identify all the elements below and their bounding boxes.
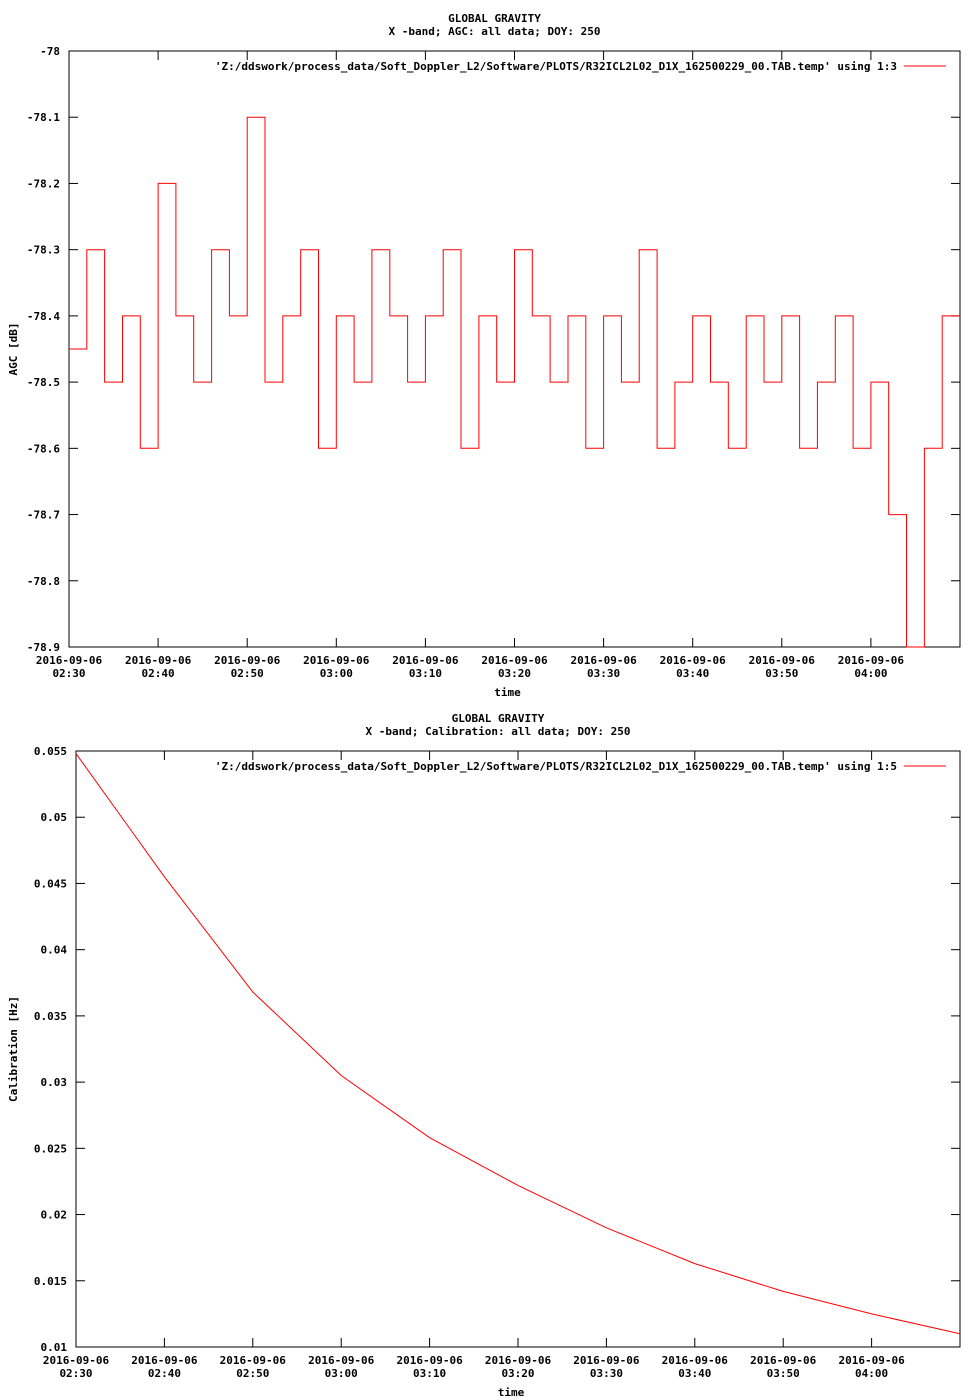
x-tick-label-date: 2016-09-06 bbox=[481, 654, 548, 667]
y-tick-label: -78.1 bbox=[27, 111, 60, 124]
chart-title: GLOBAL GRAVITY bbox=[452, 712, 545, 725]
x-tick-label-date: 2016-09-06 bbox=[662, 1354, 729, 1367]
x-tick-label-date: 2016-09-06 bbox=[392, 654, 459, 667]
y-tick-label: -78.3 bbox=[27, 244, 60, 257]
x-tick-label-time: 03:00 bbox=[320, 667, 353, 680]
y-tick-label: -78 bbox=[40, 45, 60, 58]
series-line bbox=[69, 116, 960, 648]
x-tick-label-date: 2016-09-06 bbox=[660, 654, 727, 667]
legend-label: 'Z:/ddswork/process_data/Soft_Doppler_L2… bbox=[215, 60, 897, 73]
series-line bbox=[75, 753, 961, 1335]
x-tick-label-time: 02:50 bbox=[231, 667, 264, 680]
x-tick-label-date: 2016-09-06 bbox=[303, 654, 370, 667]
x-tick-label-date: 2016-09-06 bbox=[214, 654, 281, 667]
x-tick-label-time: 04:00 bbox=[854, 667, 887, 680]
x-axis-label: time bbox=[498, 1386, 525, 1399]
x-tick-label-time: 03:30 bbox=[590, 1367, 623, 1380]
chart-subtitle: X -band; AGC: all data; DOY: 250 bbox=[389, 25, 601, 38]
x-tick-label-date: 2016-09-06 bbox=[573, 1354, 640, 1367]
x-tick-label-date: 2016-09-06 bbox=[125, 654, 192, 667]
x-tick-label-time: 03:40 bbox=[678, 1367, 711, 1380]
x-tick-label-time: 02:30 bbox=[59, 1367, 92, 1380]
x-tick-label-time: 04:00 bbox=[855, 1367, 888, 1380]
y-tick-label: -78.4 bbox=[27, 310, 60, 323]
x-tick-label-date: 2016-09-06 bbox=[838, 654, 905, 667]
y-tick-label: 0.055 bbox=[34, 745, 67, 758]
x-tick-label-time: 03:50 bbox=[765, 667, 798, 680]
calibration-chart-panel: GLOBAL GRAVITY X -band; Calibration: all … bbox=[0, 700, 980, 1400]
x-tick-label-date: 2016-09-06 bbox=[750, 1354, 817, 1367]
y-tick-label: -78.2 bbox=[27, 177, 60, 190]
y-axis-label: AGC [dB] bbox=[7, 323, 20, 376]
x-tick-label-time: 03:20 bbox=[498, 667, 531, 680]
y-tick-label: 0.045 bbox=[34, 877, 67, 890]
y-tick-label: 0.035 bbox=[34, 1010, 67, 1023]
y-axis-label: Calibration [Hz] bbox=[7, 996, 20, 1102]
y-tick-label: -78.8 bbox=[27, 575, 60, 588]
x-tick-label-time: 03:30 bbox=[587, 667, 620, 680]
x-tick-label-time: 02:30 bbox=[52, 667, 85, 680]
y-tick-label: 0.02 bbox=[41, 1209, 68, 1222]
chart-subtitle: X -band; Calibration: all data; DOY: 250 bbox=[366, 725, 631, 738]
y-tick-label: -78.7 bbox=[27, 509, 60, 522]
x-tick-label-time: 03:10 bbox=[413, 1367, 446, 1380]
x-tick-label-date: 2016-09-06 bbox=[308, 1354, 375, 1367]
y-tick-label: 0.03 bbox=[41, 1076, 68, 1089]
x-axis-label: time bbox=[494, 686, 521, 699]
x-tick-label-time: 03:00 bbox=[325, 1367, 358, 1380]
y-tick-label: 0.05 bbox=[41, 811, 68, 824]
chart-title: GLOBAL GRAVITY bbox=[448, 12, 541, 25]
x-tick-label-date: 2016-09-06 bbox=[838, 1354, 905, 1367]
x-tick-label-date: 2016-09-06 bbox=[749, 654, 816, 667]
y-tick-label: -78.6 bbox=[27, 442, 60, 455]
x-tick-label-date: 2016-09-06 bbox=[570, 654, 637, 667]
y-tick-label: 0.04 bbox=[41, 944, 68, 957]
agc-chart-panel: GLOBAL GRAVITY X -band; AGC: all data; DO… bbox=[7, 12, 961, 699]
x-tick-label-date: 2016-09-06 bbox=[131, 1354, 198, 1367]
x-tick-label-date: 2016-09-06 bbox=[485, 1354, 552, 1367]
x-tick-label-date: 2016-09-06 bbox=[220, 1354, 287, 1367]
x-tick-label-date: 2016-09-06 bbox=[43, 1354, 110, 1367]
x-tick-label-time: 02:40 bbox=[148, 1367, 181, 1380]
legend-label: 'Z:/ddswork/process_data/Soft_Doppler_L2… bbox=[215, 760, 897, 773]
x-tick-label-date: 2016-09-06 bbox=[396, 1354, 463, 1367]
x-tick-label-time: 03:50 bbox=[767, 1367, 800, 1380]
y-tick-label: 0.01 bbox=[41, 1341, 68, 1354]
x-tick-label-time: 03:40 bbox=[676, 667, 709, 680]
x-tick-label-time: 03:20 bbox=[501, 1367, 534, 1380]
y-tick-label: 0.025 bbox=[34, 1142, 67, 1155]
y-tick-label: 0.015 bbox=[34, 1275, 67, 1288]
x-tick-label-time: 03:10 bbox=[409, 667, 442, 680]
x-tick-label-time: 02:50 bbox=[236, 1367, 269, 1380]
y-tick-label: -78.5 bbox=[27, 376, 60, 389]
x-tick-label-date: 2016-09-06 bbox=[36, 654, 103, 667]
x-tick-label-time: 02:40 bbox=[142, 667, 175, 680]
plot-frame bbox=[75, 750, 961, 1348]
y-tick-label: -78.9 bbox=[27, 641, 60, 654]
